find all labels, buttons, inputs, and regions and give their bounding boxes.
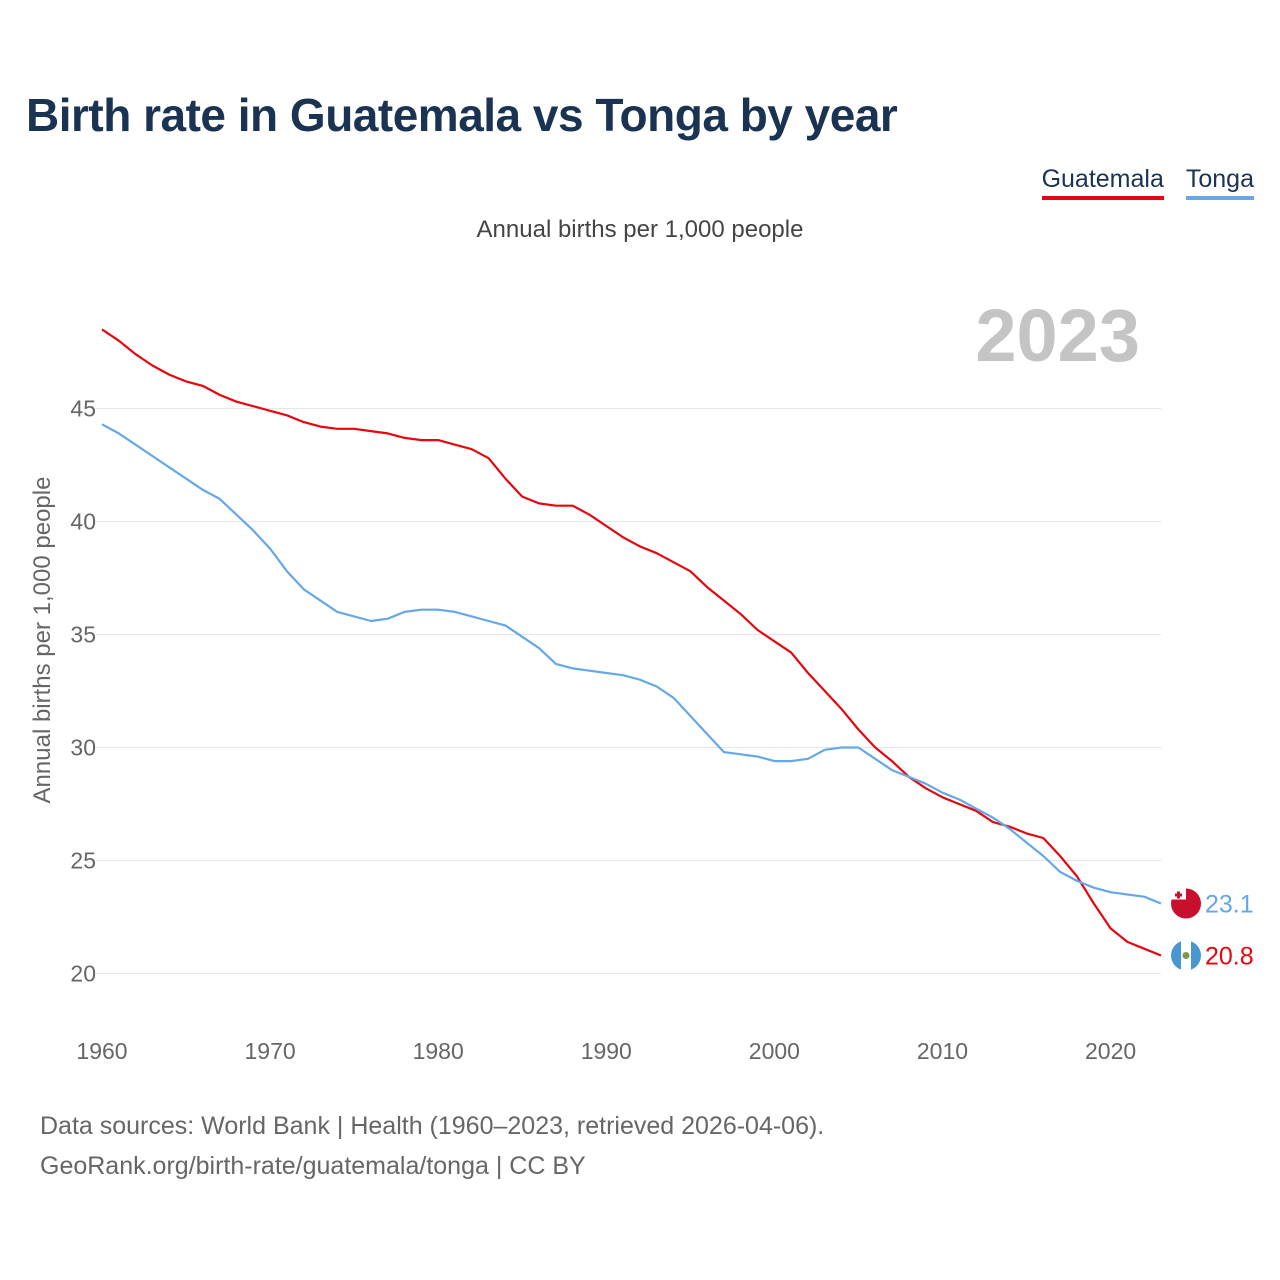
sources-line-2[interactable]: GeoRank.org/birth-rate/guatemala/tonga |… (40, 1152, 586, 1180)
y-tick-label-40: 40 (70, 509, 96, 535)
series-line-guatemala (101, 328, 1162, 957)
x-tick-label-1960: 1960 (76, 1038, 127, 1064)
series-end-markers: 20.8 23.1 (1171, 888, 1254, 971)
series-line-tonga (101, 423, 1162, 905)
x-axis-ticks: 1960 1970 1980 1990 2000 2010 2020 (76, 1038, 1136, 1064)
sources-line-1: Data sources: World Bank | Health (1960–… (40, 1112, 825, 1140)
x-tick-label-1990: 1990 (581, 1038, 632, 1064)
y-tick-label-30: 30 (70, 735, 96, 761)
end-value-guatemala: 20.8 (1205, 942, 1254, 970)
gridlines (96, 407, 1161, 975)
tonga-flag-cross-h (1175, 893, 1182, 897)
data-sources: Data sources: World Bank | Health (1960–… (40, 1106, 824, 1186)
y-tick-label-35: 35 (70, 622, 96, 648)
y-tick-label-25: 25 (70, 848, 96, 874)
end-value-tonga: 23.1 (1205, 891, 1254, 919)
y-axis-label: Annual births per 1,000 people (29, 477, 56, 804)
chart-title: Birth rate in Guatemala vs Tonga by year (26, 89, 898, 141)
y-axis-ticks: 20 25 30 35 40 45 (70, 395, 96, 986)
y-tick-label-45: 45 (70, 395, 96, 421)
x-tick-label-2010: 2010 (917, 1038, 968, 1064)
x-tick-label-2020: 2020 (1085, 1038, 1136, 1064)
tonga-flag-icon (1171, 888, 1201, 919)
series-lines (101, 328, 1162, 957)
chart-subtitle: Annual births per 1,000 people (476, 216, 804, 243)
guatemala-flag-icon (1171, 940, 1201, 971)
x-tick-label-1980: 1980 (413, 1038, 464, 1064)
legend-item-tonga[interactable]: Tonga (1185, 165, 1254, 200)
y-tick-label-20: 20 (70, 961, 96, 987)
x-tick-label-2000: 2000 (749, 1038, 800, 1064)
current-year-label: 2023 (975, 294, 1140, 377)
x-tick-label-1970: 1970 (245, 1038, 296, 1064)
legend: Guatemala Tonga (1041, 165, 1254, 200)
guatemala-flag-emblem (1182, 951, 1190, 959)
legend-item-guatemala[interactable]: Guatemala (1041, 165, 1164, 200)
